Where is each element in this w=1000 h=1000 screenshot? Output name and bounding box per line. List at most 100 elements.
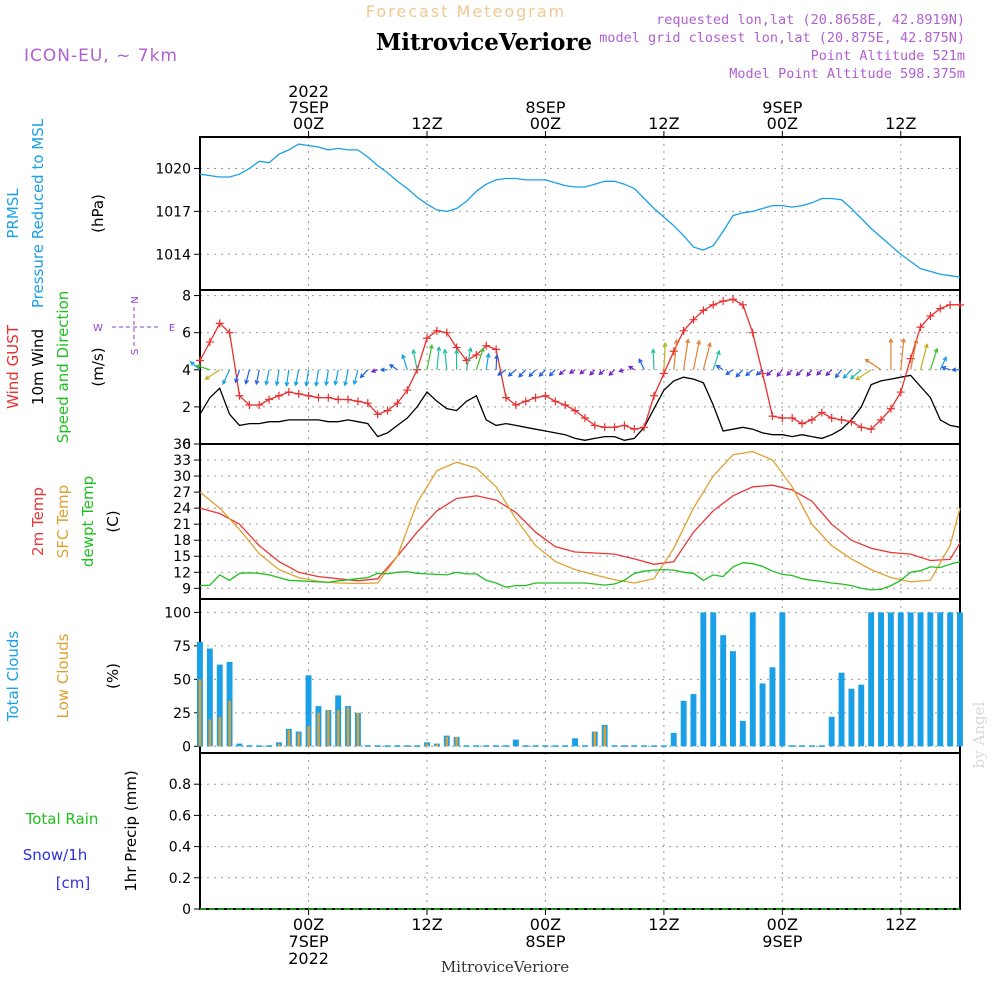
gust-marker xyxy=(877,415,886,424)
low-cloud-bar xyxy=(346,707,350,747)
total-cloud-bar xyxy=(868,612,875,747)
wind-arrow xyxy=(195,364,211,371)
time-label-line: 12Z xyxy=(411,114,442,133)
y-tick-label: 6 xyxy=(182,326,191,342)
snow-unit-label: [cm] xyxy=(56,874,91,892)
gust-marker xyxy=(432,326,441,335)
y-tick-label: 9 xyxy=(182,581,191,597)
low-cloud-bar xyxy=(307,726,310,747)
temp-2m-line xyxy=(199,484,961,582)
gust-marker xyxy=(215,319,224,328)
gust-marker xyxy=(274,391,283,400)
gust-marker xyxy=(630,425,639,434)
total-cloud-bar xyxy=(828,716,835,747)
y-tick-label: 0 xyxy=(182,902,191,918)
gust-marker xyxy=(501,393,510,402)
gust-marker xyxy=(255,401,264,410)
total-cloud-bar xyxy=(394,745,401,747)
low-cloud-bar xyxy=(425,743,429,747)
gust-marker xyxy=(304,391,313,400)
total-cloud-bar xyxy=(562,745,569,747)
panel-pressure: 1014 1017 1020 PRMSL Pressure Reduced to MSL… xyxy=(4,118,961,308)
wind-arrow xyxy=(842,369,852,379)
y-tick-label: 0.4 xyxy=(169,840,191,856)
gust-marker xyxy=(363,399,372,408)
y-tick-label: 50 xyxy=(173,672,191,688)
wind-arrow xyxy=(589,369,596,376)
bottom-time-label: 12Z xyxy=(411,909,443,934)
panel-frame xyxy=(199,752,961,910)
wind-arrow xyxy=(579,369,586,375)
compass-n: N xyxy=(130,296,141,303)
gust-marker xyxy=(679,326,688,335)
low-cloud-bar xyxy=(297,732,300,747)
y-tick-label: 1017 xyxy=(155,204,191,220)
wind-arrow xyxy=(497,369,507,376)
y-tick-label: 2 xyxy=(182,400,191,416)
low-cloud-bar xyxy=(277,743,281,747)
gust-marker xyxy=(423,334,432,343)
panel-clouds: 0 25 50 75 100 Total Clouds Low Clouds (%) xyxy=(4,598,961,755)
gust-marker xyxy=(867,425,876,434)
gust-marker xyxy=(580,414,589,423)
time-label-line: 00Z xyxy=(293,915,324,934)
total-cloud-bar xyxy=(848,688,855,747)
gust-marker xyxy=(294,389,303,398)
total-cloud-bar xyxy=(404,745,411,747)
total-cloud-bar xyxy=(730,651,736,747)
time-label-line: 9SEP xyxy=(762,932,802,951)
wind-arrow xyxy=(264,369,270,386)
snow-label: Snow/1h xyxy=(23,846,88,864)
wind-arrow xyxy=(725,369,734,375)
wind-arrow xyxy=(465,346,473,370)
total-cloud-bar xyxy=(947,612,954,747)
low-cloud-bar xyxy=(435,743,439,747)
total-cloud-bar xyxy=(927,612,934,747)
time-label-line: 2022 xyxy=(288,82,329,101)
point-altitude: Point Altitude 521m xyxy=(811,48,965,64)
wind-arrow xyxy=(333,369,339,386)
side-labels-temperature: 2m Temp SFC Temp dewpt Temp (C) xyxy=(29,476,122,567)
low-cloud-bar xyxy=(317,712,320,747)
total-cloud-bar xyxy=(611,745,618,747)
low-cloud-bar xyxy=(337,710,340,747)
gust-marker xyxy=(551,397,560,406)
y-tick-label: 30 xyxy=(173,469,191,485)
total-cloud-bar xyxy=(621,745,628,747)
gust-marker xyxy=(669,347,678,356)
wind-arrow xyxy=(388,364,398,371)
y-tick-label: 75 xyxy=(173,639,191,655)
total-cloud-bar xyxy=(838,672,845,747)
side-label: (%) xyxy=(104,663,122,689)
panel-wind: 0 2 4 6 8 Wind GUST 10m Wind Speed and Directio… xyxy=(4,289,961,453)
total-cloud-bar xyxy=(907,612,914,747)
gust-marker xyxy=(403,386,412,395)
total-cloud-bar xyxy=(710,612,717,747)
gust-marker xyxy=(600,423,609,432)
wind-arrow xyxy=(951,367,960,373)
location-title: MitroviceVeriore xyxy=(376,29,592,56)
gust-marker xyxy=(541,391,550,400)
wind-arrow xyxy=(528,369,537,378)
total-cloud-bar xyxy=(512,739,519,747)
wind-arrow xyxy=(189,361,201,371)
gust-marker xyxy=(936,304,945,313)
low-cloud-bar xyxy=(287,730,290,747)
total-cloud-bar xyxy=(572,738,578,747)
wind-arrow xyxy=(254,369,260,386)
wind-arrow xyxy=(485,352,491,370)
total-cloud-bar xyxy=(690,694,697,747)
gust-marker xyxy=(571,406,580,415)
wind-arrow xyxy=(806,369,813,377)
total-cloud-bar xyxy=(374,745,381,747)
gust-marker xyxy=(807,415,816,424)
wind-arrow xyxy=(494,354,500,370)
wind-arrow xyxy=(274,369,280,387)
y-tick-label: 4 xyxy=(182,363,191,379)
y-tick-label: 33 xyxy=(173,453,191,469)
wind-arrow xyxy=(745,369,754,377)
